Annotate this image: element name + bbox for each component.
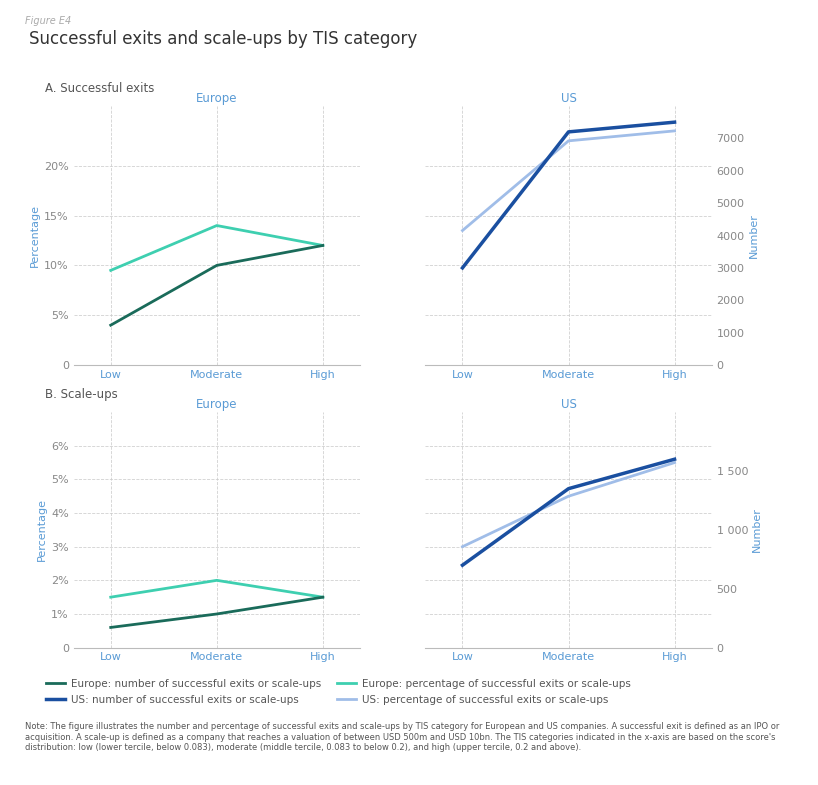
Y-axis label: Percentage: Percentage bbox=[29, 204, 40, 267]
Y-axis label: Percentage: Percentage bbox=[37, 498, 47, 561]
Legend: Europe: number of successful exits or scale-ups, US: number of successful exits : Europe: number of successful exits or sc… bbox=[46, 679, 631, 705]
Text: B. Scale-ups: B. Scale-ups bbox=[45, 388, 118, 401]
Title: US: US bbox=[560, 92, 577, 105]
Y-axis label: Number: Number bbox=[748, 213, 759, 258]
Title: Europe: Europe bbox=[196, 92, 237, 105]
Text: A. Successful exits: A. Successful exits bbox=[45, 82, 155, 96]
Text: Successful exits and scale-ups by TIS category: Successful exits and scale-ups by TIS ca… bbox=[29, 30, 417, 48]
Y-axis label: Number: Number bbox=[753, 507, 762, 553]
Title: Europe: Europe bbox=[196, 398, 237, 411]
Title: US: US bbox=[560, 398, 577, 411]
Text: Note: The figure illustrates the number and percentage of successful exits and s: Note: The figure illustrates the number … bbox=[25, 722, 779, 752]
Text: Figure E4: Figure E4 bbox=[25, 16, 71, 26]
